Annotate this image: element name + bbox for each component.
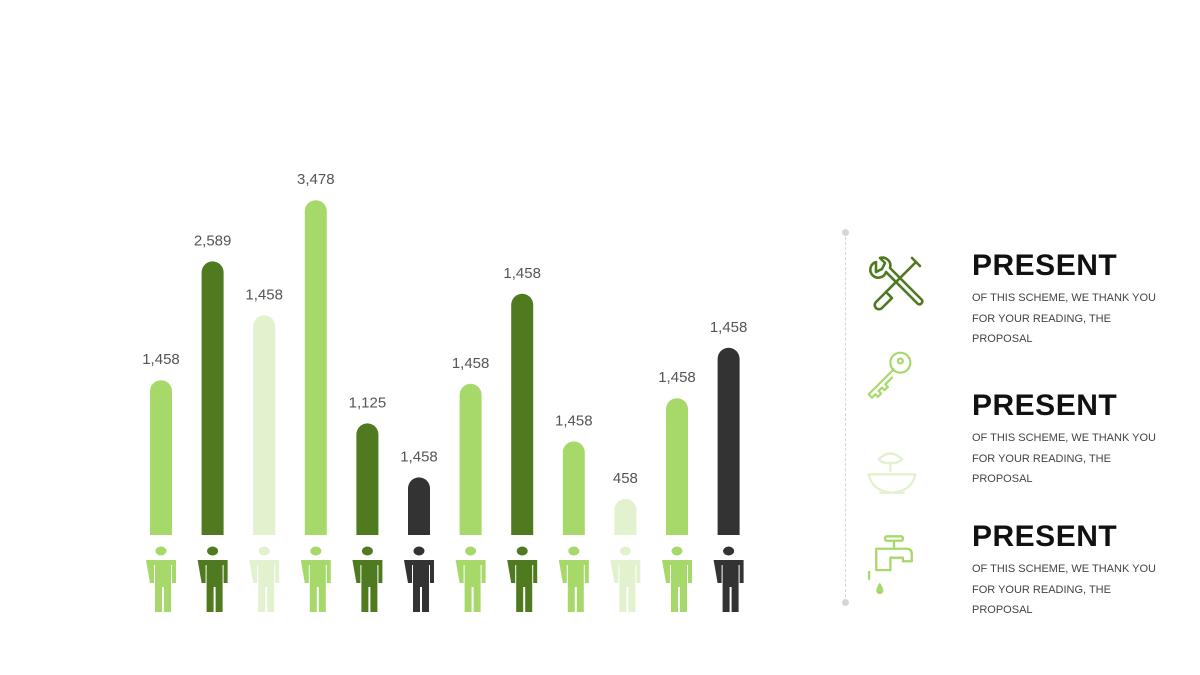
feature-description: OF THIS SCHEME, WE THANK YOU FOR YOUR RE…	[972, 563, 1156, 616]
person-icon	[507, 546, 538, 612]
person-icon	[300, 546, 331, 612]
bar	[459, 383, 482, 535]
bar	[717, 347, 740, 535]
bar	[614, 499, 637, 535]
bar	[666, 398, 688, 535]
person-icon	[713, 546, 744, 612]
timeline-divider	[845, 232, 846, 602]
person-icon	[610, 546, 641, 612]
person-icon	[352, 546, 383, 612]
person-icon	[455, 546, 486, 612]
faucet-icon	[867, 535, 913, 595]
data-label: 1,458	[555, 412, 593, 429]
bar	[253, 315, 276, 535]
person-icon	[404, 546, 434, 612]
data-label: 1,458	[245, 286, 283, 303]
data-label: 1,458	[710, 319, 748, 336]
feature-description: OF THIS SCHEME, WE THANK YOU FOR YOUR RE…	[972, 432, 1156, 485]
feature-item-4: PRESENT OF THIS SCHEME, WE THANK YOU FOR…	[862, 521, 1162, 631]
key-icon	[867, 351, 912, 399]
data-label: 2,589	[194, 232, 232, 249]
feature-item-3: PRESENT OF THIS SCHEME, WE THANK YOU FOR…	[862, 390, 1162, 500]
data-label: 3,478	[297, 171, 335, 188]
data-label: 1,458	[452, 355, 490, 372]
bar	[201, 261, 224, 535]
juicer-icon	[867, 452, 917, 494]
person-icon	[146, 546, 176, 612]
feature-title: PRESENT	[972, 249, 1118, 282]
feature-title: PRESENT	[972, 389, 1118, 422]
bar	[150, 380, 172, 535]
bar	[511, 293, 534, 535]
bar	[408, 477, 430, 535]
tools-icon	[869, 256, 924, 311]
data-label: 458	[613, 470, 638, 487]
timeline-dot-top	[842, 229, 849, 236]
person-icon	[558, 546, 589, 612]
data-label: 1,458	[142, 351, 180, 368]
bar-chart: 1,458 2,589 1,458 3,478 1,125 1,458 1,458 1,458…	[142, 171, 748, 612]
data-label: 1,458	[400, 448, 438, 465]
data-label: 1,125	[349, 394, 387, 411]
feature-item-2	[862, 346, 1162, 406]
feature-description: OF THIS SCHEME, WE THANK YOU FOR YOUR RE…	[972, 292, 1156, 345]
data-label: 1,458	[658, 369, 696, 386]
timeline-dot-bottom	[842, 599, 849, 606]
feature-item-1: PRESENT OF THIS SCHEME, WE THANK YOU FOR…	[862, 250, 1162, 360]
feature-title: PRESENT	[972, 520, 1118, 553]
person-icon	[197, 546, 228, 612]
person-icon	[249, 546, 280, 612]
bar	[562, 441, 585, 535]
bar	[304, 200, 327, 535]
data-label: 1,458	[503, 265, 541, 282]
person-icon	[662, 546, 692, 612]
bar	[356, 423, 379, 535]
